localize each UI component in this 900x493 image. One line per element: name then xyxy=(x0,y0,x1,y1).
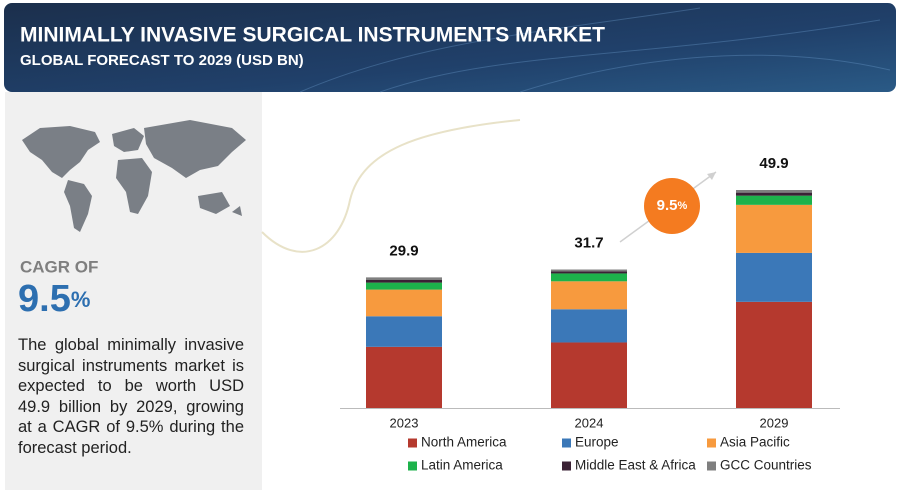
bar-segment xyxy=(551,342,627,408)
bar-segment xyxy=(736,192,812,196)
legend-label: Asia Pacific xyxy=(720,435,790,450)
legend-label: Middle East & Africa xyxy=(575,458,696,473)
bar-segment xyxy=(366,289,442,317)
bar-segment xyxy=(366,316,442,347)
world-map xyxy=(22,120,246,232)
bar-segment xyxy=(551,271,627,274)
total-label: 49.9 xyxy=(759,155,788,172)
legend-label: GCC Countries xyxy=(720,458,812,473)
legend-swatch xyxy=(408,438,417,448)
bar-segment xyxy=(551,309,627,343)
bar-segment xyxy=(551,273,627,282)
total-label: 29.9 xyxy=(389,242,418,259)
cagr-value: 9.5% xyxy=(18,278,90,320)
cagr-unit: % xyxy=(71,287,91,312)
growth-badge-text: 9.5% xyxy=(657,197,688,214)
cagr-label: CAGR OF xyxy=(20,257,98,276)
growth-arrowhead xyxy=(707,172,716,180)
bar-segment xyxy=(551,269,627,272)
bar-segment xyxy=(551,281,627,310)
description: The global minimally invasive surgical i… xyxy=(18,336,244,457)
total-label: 31.7 xyxy=(574,234,603,251)
legend-label: Europe xyxy=(575,435,619,450)
legend-swatch xyxy=(707,438,716,448)
x-tick-label: 2024 xyxy=(575,415,604,430)
legend-swatch xyxy=(408,461,417,471)
legend-swatch xyxy=(562,461,571,471)
bar-segment xyxy=(366,282,442,290)
title: MINIMALLY INVASIVE SURGICAL INSTRUMENTS … xyxy=(20,24,605,47)
x-tick-label: 2023 xyxy=(390,415,419,430)
growth-badge xyxy=(644,178,700,234)
swoosh xyxy=(261,119,521,253)
bar-segment xyxy=(366,279,442,283)
bar-segment xyxy=(736,301,812,408)
legend-swatch xyxy=(562,438,571,448)
bar-segment xyxy=(736,252,812,302)
badge-number: 9.5 xyxy=(657,197,678,214)
legend-label: North America xyxy=(421,435,507,450)
cagr-number: 9.5 xyxy=(18,278,71,320)
subtitle: GLOBAL FORECAST TO 2029 (USD BN) xyxy=(20,52,304,69)
bar-segment xyxy=(736,204,812,253)
x-tick-label: 2029 xyxy=(760,415,789,430)
badge-unit: % xyxy=(678,200,688,212)
legend-swatch xyxy=(707,461,716,471)
bar-segment xyxy=(366,346,442,408)
bar-segment xyxy=(736,195,812,205)
bar-segment xyxy=(366,277,442,280)
bar-segment xyxy=(736,190,812,193)
header-swoosh xyxy=(299,7,891,93)
legend-label: Latin America xyxy=(421,458,503,473)
header-band xyxy=(4,3,896,92)
